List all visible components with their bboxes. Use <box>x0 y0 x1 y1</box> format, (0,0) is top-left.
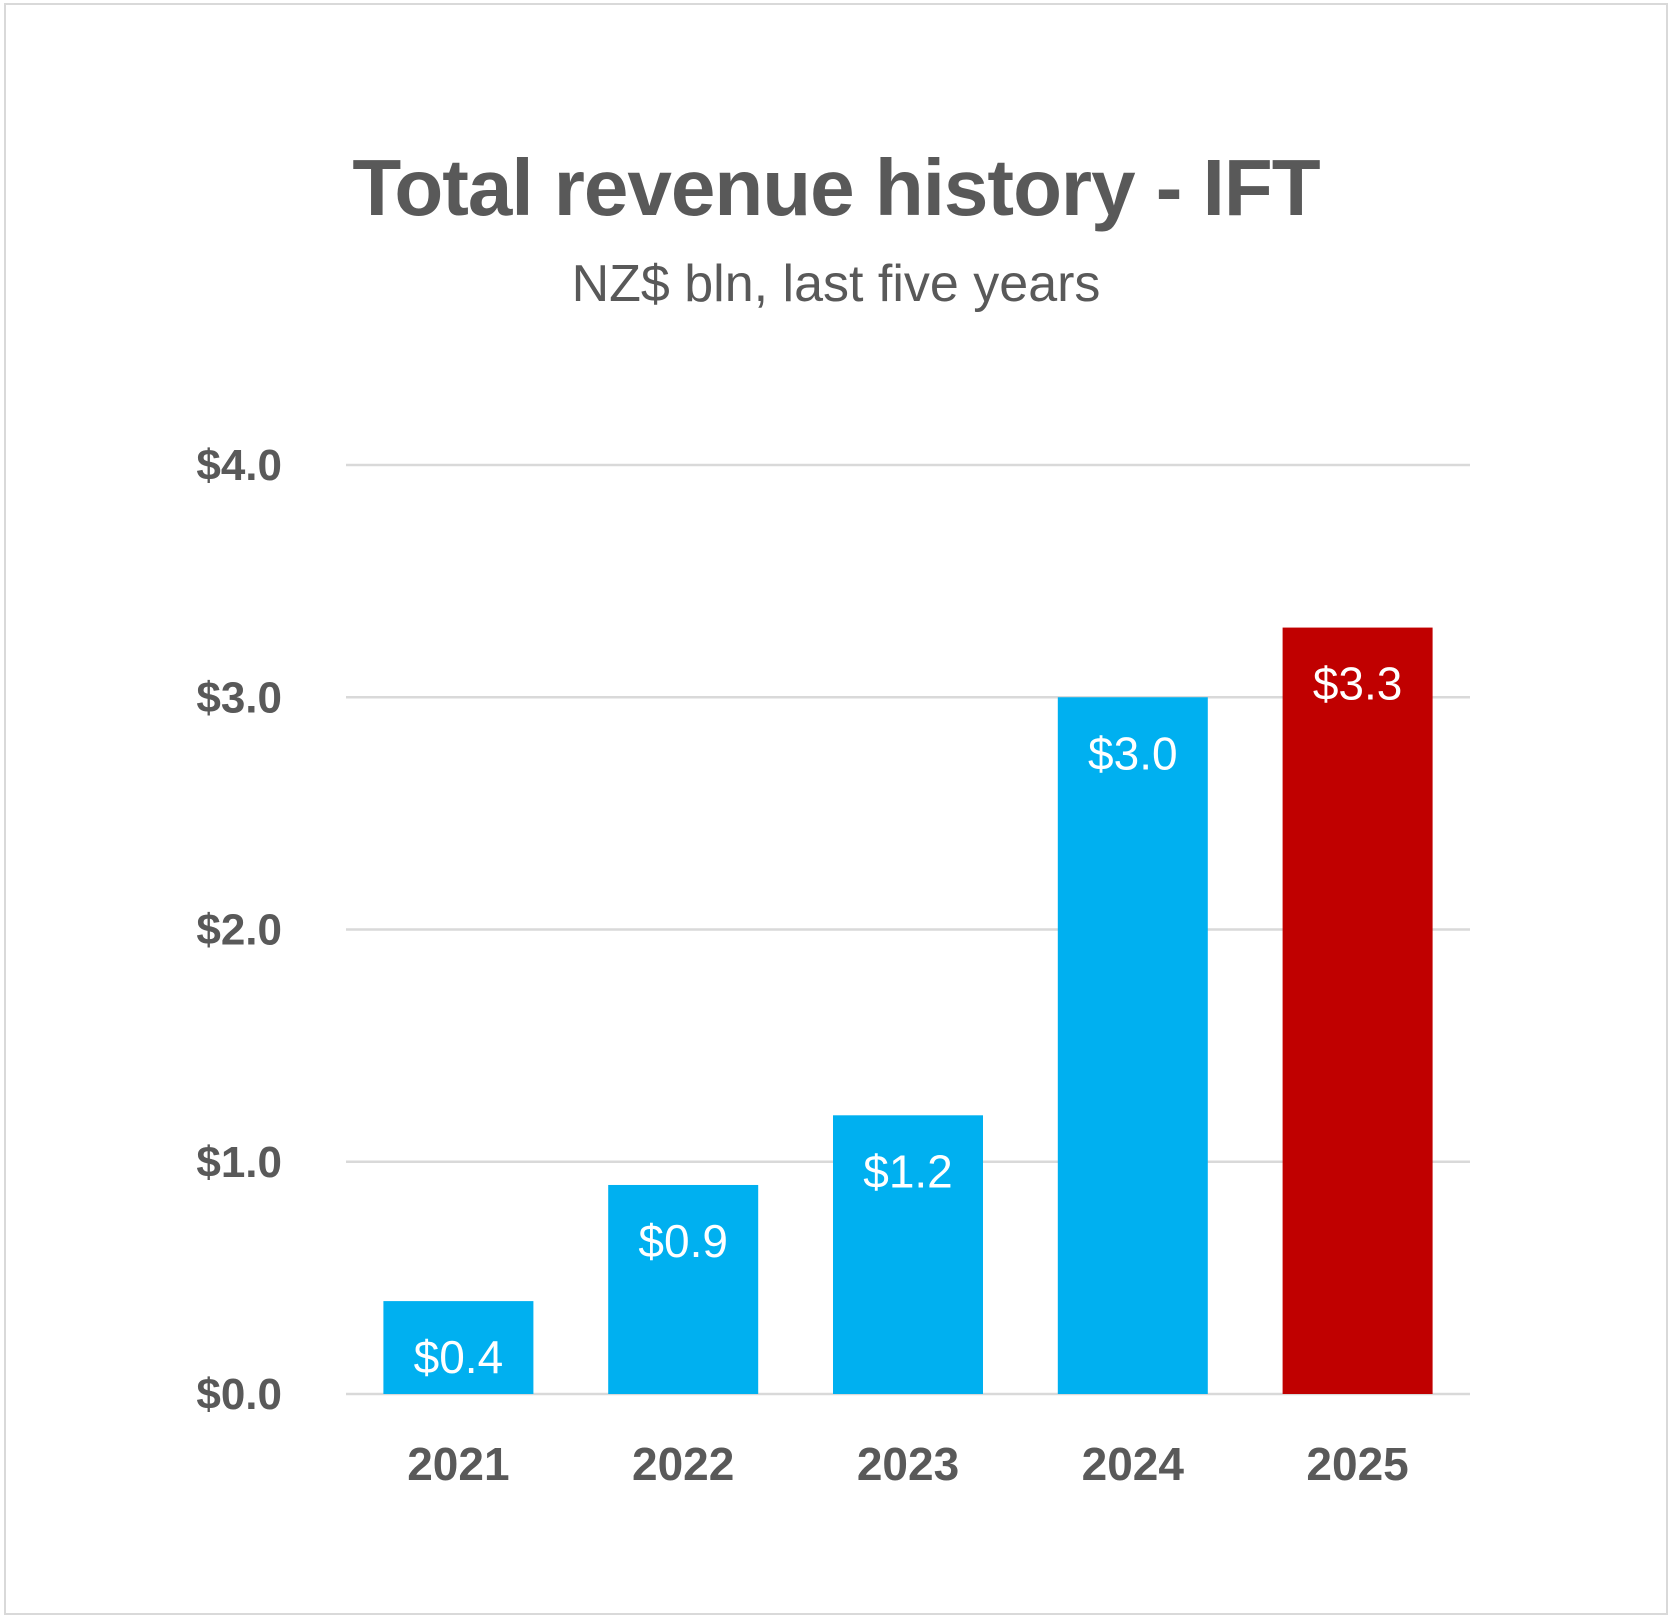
x-tick-label-2025: 2025 <box>1306 1438 1408 1490</box>
bars <box>383 627 1433 1394</box>
x-tick-label-2021: 2021 <box>407 1438 509 1490</box>
y-tick-label: $3.0 <box>196 673 282 722</box>
x-tick-label-2022: 2022 <box>632 1438 734 1490</box>
y-tick-label: $2.0 <box>196 906 282 955</box>
x-tick-label-2023: 2023 <box>857 1438 959 1490</box>
data-labels: $0.4 $0.9 $1.2 $3.0 $3.3 <box>414 658 1403 1384</box>
x-axis-ticks: 2021 2022 2023 2024 2025 <box>407 1438 1409 1490</box>
bar-2022 <box>608 1184 759 1394</box>
data-label-2023: $1.2 <box>863 1145 953 1197</box>
data-label-2021: $0.4 <box>414 1331 504 1383</box>
chart-title: Total revenue history - IFT <box>352 143 1320 232</box>
x-tick-label-2024: 2024 <box>1082 1438 1185 1490</box>
bar-2025 <box>1282 627 1433 1394</box>
bar-2023 <box>833 1115 983 1394</box>
y-axis-ticks: $0.0 $1.0 $2.0 $3.0 $4.0 <box>196 441 282 1419</box>
y-tick-label: $4.0 <box>196 441 282 490</box>
y-tick-label: $1.0 <box>196 1138 282 1187</box>
y-tick-label: $0.0 <box>196 1370 282 1419</box>
data-label-2024: $3.0 <box>1088 727 1178 779</box>
data-label-2022: $0.9 <box>638 1215 728 1267</box>
bar-2021 <box>383 1301 534 1394</box>
chart-subtitle: NZ$ bln, last five years <box>571 255 1101 313</box>
bar-2024 <box>1057 697 1208 1394</box>
data-label-2025: $3.3 <box>1313 658 1403 710</box>
